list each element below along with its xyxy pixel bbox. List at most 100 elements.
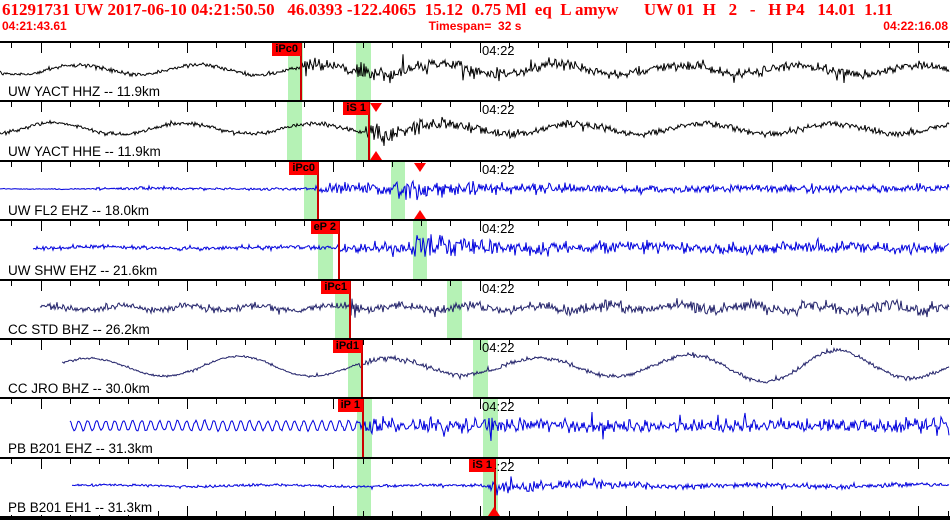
minor-tick <box>157 280 159 286</box>
minor-tick <box>801 399 803 405</box>
phase-pick-line[interactable] <box>362 399 364 457</box>
major-tick <box>772 43 774 53</box>
phase-pick-label[interactable]: iPc0 <box>272 43 301 56</box>
minor-tick <box>450 339 452 345</box>
trace-panel[interactable]: 04:22 eP 2 UW SHW EHZ -- 21.6km <box>0 219 950 279</box>
minor-tick <box>655 458 657 464</box>
phase-pick-label[interactable]: iPc0 <box>289 161 318 175</box>
seismogram-waveform[interactable] <box>0 399 950 456</box>
minor-tick <box>713 221 715 227</box>
minor-tick <box>508 102 510 108</box>
minor-tick <box>538 458 540 464</box>
major-tick <box>186 161 188 172</box>
minor-tick <box>216 280 218 286</box>
minor-tick <box>830 161 832 167</box>
minor-tick <box>274 102 276 108</box>
minor-tick <box>391 102 393 108</box>
major-tick <box>40 161 42 172</box>
phase-pick-line[interactable] <box>317 161 319 220</box>
major-tick <box>918 280 920 291</box>
seismogram-waveform[interactable] <box>0 162 950 219</box>
minor-tick <box>11 399 13 405</box>
phase-pick-line[interactable] <box>338 221 340 279</box>
minor-tick <box>157 339 159 345</box>
minor-tick <box>655 161 657 167</box>
major-tick <box>918 102 920 113</box>
minor-tick <box>830 511 832 516</box>
minor-tick <box>801 511 803 516</box>
predicted-arrival-marker-icon <box>414 210 426 220</box>
minor-tick <box>859 511 861 516</box>
minor-tick <box>889 102 891 108</box>
window-end-time: 04:22:16.08 <box>883 19 948 33</box>
trace-panel[interactable]: 04:22 iPd1 CC JRO BHZ -- 30.0km <box>0 337 950 398</box>
seismogram-waveform[interactable] <box>0 281 950 338</box>
phase-pick-label[interactable]: eP 2 <box>310 221 339 235</box>
station-channel-label: PB B201 EH1 -- 31.3km <box>6 500 155 515</box>
phase-pick-line[interactable] <box>494 458 496 516</box>
trace-panel[interactable]: 04:22 iP 1 PB B201 EHZ -- 31.3km <box>0 397 950 457</box>
phase-pick-label[interactable]: iPc1 <box>321 280 350 294</box>
major-tick <box>40 458 42 469</box>
minor-tick <box>684 43 686 48</box>
minor-tick <box>859 458 861 464</box>
minor-tick <box>713 458 715 464</box>
seismogram-waveform[interactable] <box>0 221 950 278</box>
trace-plot-area[interactable]: 04:22 iPc0 UW YACT HHZ -- 11.9km 04:22 iS 1 U… <box>0 41 950 516</box>
minor-tick <box>742 339 744 345</box>
minor-tick <box>303 511 305 516</box>
major-tick <box>625 458 627 469</box>
seismogram-waveform[interactable] <box>0 102 950 159</box>
minute-time-label: 04:22 <box>482 102 515 118</box>
major-tick <box>186 43 188 53</box>
trace-panel[interactable]: 04:22 iS 1 UW YACT HHE -- 11.9km <box>0 100 950 160</box>
major-tick <box>186 506 188 516</box>
seismogram-waveform[interactable] <box>0 43 950 100</box>
minor-tick <box>742 161 744 167</box>
major-tick <box>479 280 481 291</box>
phase-pick-line[interactable] <box>361 339 363 398</box>
minor-tick <box>801 280 803 286</box>
station-channel-label: CC STD BHZ -- 26.2km <box>6 321 152 337</box>
trace-panel[interactable]: 04:22 iPc1 CC STD BHZ -- 26.2km <box>0 278 950 338</box>
minor-tick <box>596 161 598 167</box>
minor-tick <box>538 511 540 516</box>
trace-panel[interactable]: 04:22 iPc0 UW YACT HHZ -- 11.9km <box>0 41 950 101</box>
minor-tick <box>303 221 305 227</box>
phase-pick-line[interactable] <box>300 43 302 101</box>
phase-window-band <box>304 161 318 220</box>
phase-window-band <box>288 43 303 101</box>
major-tick <box>40 43 42 53</box>
time-window-bar: 04:21:43.61 Timespan= 32 s 04:22:16.08 <box>0 19 950 33</box>
phase-pick-label[interactable]: iP 1 <box>337 399 363 413</box>
phase-pick-line[interactable] <box>349 280 351 338</box>
minor-tick <box>391 221 393 227</box>
phase-pick-label[interactable]: iS 1 <box>469 458 495 472</box>
minor-tick <box>801 43 803 48</box>
phase-pick-label[interactable]: iS 1 <box>343 102 369 116</box>
minor-tick <box>684 161 686 167</box>
trace-panel[interactable]: 04:22 iPc0 UW FL2 EHZ -- 18.0km <box>0 159 950 220</box>
minor-tick <box>450 102 452 108</box>
major-tick <box>186 102 188 113</box>
minor-tick <box>362 339 364 345</box>
minor-tick <box>830 102 832 108</box>
phase-pick-label[interactable]: iPd1 <box>332 339 362 353</box>
minor-tick <box>274 399 276 405</box>
minor-tick <box>830 221 832 227</box>
major-tick <box>625 102 627 113</box>
seismogram-waveform[interactable] <box>0 340 950 397</box>
minor-tick <box>567 102 569 108</box>
minor-tick <box>421 399 423 405</box>
seismogram-waveform[interactable] <box>0 459 950 516</box>
minor-tick <box>11 280 13 286</box>
major-tick <box>479 43 481 53</box>
major-tick <box>772 506 774 516</box>
trace-panel[interactable]: 04:22 iS 1 PB B201 EH1 -- 31.3km <box>0 456 950 516</box>
minor-tick <box>11 161 13 167</box>
minor-tick <box>128 221 130 227</box>
station-channel-label: UW YACT HHE -- 11.9km <box>6 143 163 159</box>
phase-pick-line[interactable] <box>368 102 370 160</box>
minor-tick <box>99 161 101 167</box>
minor-tick <box>567 458 569 464</box>
